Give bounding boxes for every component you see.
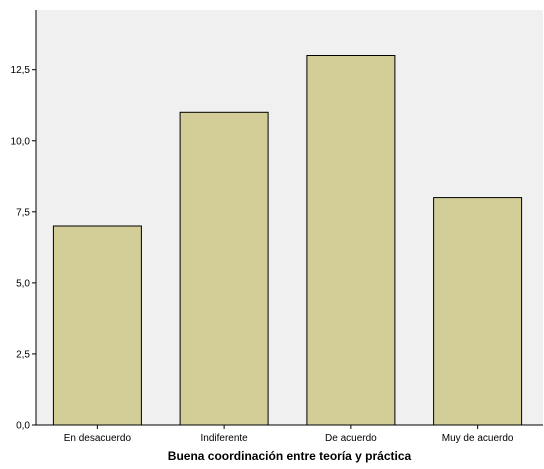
bar-muy-de-acuerdo xyxy=(433,197,523,426)
x-axis: En desacuerdo Indiferente De acuerdo Muy de… xyxy=(36,424,543,444)
x-tick-label: En desacuerdo xyxy=(64,433,132,444)
y-axis: 0,0 2,5 5,0 7,5 10,0 12,5 xyxy=(11,10,37,432)
bar-indiferente xyxy=(179,111,269,426)
y-tick-label: 10,0 xyxy=(11,136,31,147)
bar-en-desacuerdo xyxy=(52,225,142,426)
x-tick-label: Muy de acuerdo xyxy=(442,433,514,444)
y-tick-label: 12,5 xyxy=(11,65,31,76)
x-tick-label: Indiferente xyxy=(200,433,248,444)
y-tick-label: 7,5 xyxy=(16,207,30,218)
bar-de-acuerdo xyxy=(306,55,396,426)
y-tick-label: 2,5 xyxy=(16,349,30,360)
y-tick-label: 5,0 xyxy=(16,278,30,289)
x-axis-title: Buena coordinación entre teoría y prácti… xyxy=(168,449,412,463)
x-tick-label: De acuerdo xyxy=(325,433,377,444)
y-tick-label: 0,0 xyxy=(16,421,30,432)
bars-group xyxy=(52,55,523,426)
